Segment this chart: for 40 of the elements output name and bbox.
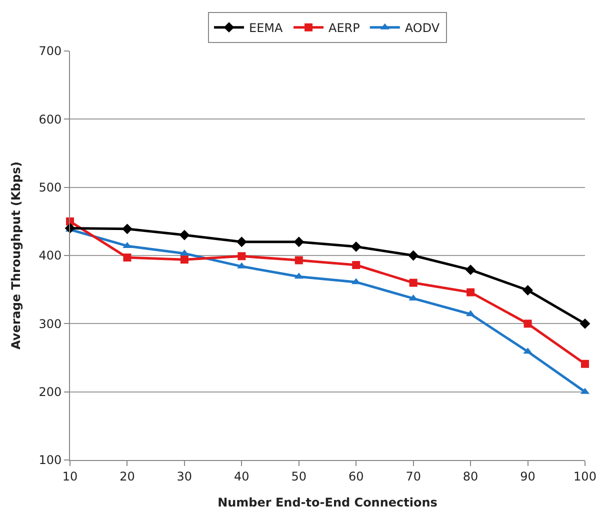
x-axis-title: Number End-to-End Connections <box>218 495 438 510</box>
point <box>294 236 304 248</box>
x-tick-label: 80 <box>462 469 478 484</box>
point <box>352 261 360 270</box>
point <box>236 236 247 248</box>
x-tick-label: 60 <box>348 469 364 484</box>
x-tick-label: 70 <box>406 469 421 484</box>
point <box>408 250 419 261</box>
y-tick-label: 700 <box>38 44 62 58</box>
x-tick-label: 40 <box>234 469 250 484</box>
y-tick-label: 600 <box>38 112 62 126</box>
point <box>238 252 246 260</box>
x-tick-label: 10 <box>62 469 78 484</box>
point <box>179 230 190 240</box>
point <box>522 285 533 296</box>
point <box>123 254 132 262</box>
legend-label: EEMA <box>249 21 284 35</box>
point <box>466 288 475 296</box>
point <box>122 224 132 234</box>
point <box>465 264 476 276</box>
y-tick-label: 100 <box>38 453 62 468</box>
y-tick-label: 300 <box>38 316 62 331</box>
x-tick-label: 30 <box>176 469 192 484</box>
point <box>350 241 362 252</box>
y-axis-title: Average Throughput (Kbps) <box>8 162 23 350</box>
y-tick-label: 400 <box>38 248 62 263</box>
point <box>294 256 303 264</box>
point <box>180 256 188 264</box>
y-tick-label: 200 <box>38 385 62 400</box>
point <box>524 320 532 328</box>
legend-label: AERP <box>328 21 360 35</box>
x-tick-label: 100 <box>574 469 596 484</box>
x-tick-label: 20 <box>120 469 135 484</box>
x-tick-label: 50 <box>291 469 307 484</box>
x-tick-label: 90 <box>520 469 536 484</box>
point <box>409 278 418 287</box>
legend-label: AODV <box>404 21 440 35</box>
point <box>580 318 590 329</box>
y-tick-label: 500 <box>38 180 62 195</box>
point <box>581 360 589 368</box>
